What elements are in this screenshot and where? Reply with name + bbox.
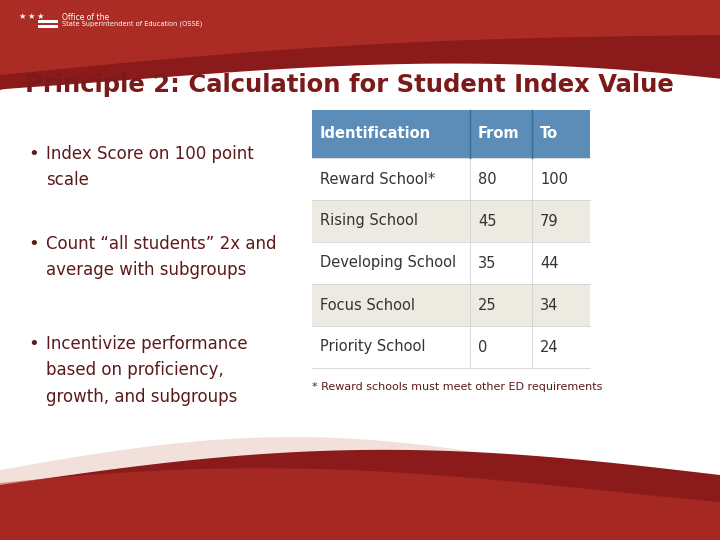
Text: ★: ★ — [18, 11, 26, 21]
Bar — [38, 19, 58, 23]
Text: Reward School*: Reward School* — [320, 172, 436, 186]
Text: From: From — [478, 126, 520, 141]
Text: •: • — [28, 335, 39, 353]
Text: Developing School: Developing School — [320, 255, 456, 271]
Polygon shape — [0, 0, 720, 90]
Polygon shape — [0, 0, 720, 60]
Text: Principle 2: Calculation for Student Index Value: Principle 2: Calculation for Student Ind… — [25, 73, 674, 97]
Text: 44: 44 — [540, 255, 559, 271]
Text: 79: 79 — [540, 213, 559, 228]
Text: 0: 0 — [478, 340, 487, 354]
Text: Count “all students” 2x and
average with subgroups: Count “all students” 2x and average with… — [46, 235, 276, 279]
Text: 80: 80 — [478, 172, 497, 186]
Text: Incentivize performance
based on proficiency,
growth, and subgroups: Incentivize performance based on profici… — [46, 335, 248, 406]
Text: 24: 24 — [540, 340, 559, 354]
Bar — [312, 200, 590, 242]
Text: Identification: Identification — [320, 126, 431, 141]
Polygon shape — [0, 437, 720, 540]
Text: To: To — [540, 126, 558, 141]
Text: Rising School: Rising School — [320, 213, 418, 228]
Text: •: • — [28, 145, 39, 163]
Text: 25: 25 — [478, 298, 497, 313]
Text: Priority School: Priority School — [320, 340, 426, 354]
Polygon shape — [0, 0, 720, 75]
Bar — [312, 326, 590, 368]
Text: Index Score on 100 point
scale: Index Score on 100 point scale — [46, 145, 253, 190]
Bar — [38, 24, 58, 28]
Text: ★: ★ — [27, 11, 35, 21]
Text: 35: 35 — [478, 255, 496, 271]
Text: ★: ★ — [36, 11, 44, 21]
Bar — [312, 110, 590, 158]
Text: Office of the: Office of the — [62, 12, 109, 22]
Text: * Reward schools must meet other ED requirements: * Reward schools must meet other ED requ… — [312, 382, 603, 392]
Text: 34: 34 — [540, 298, 559, 313]
Text: State Superintendent of Education (OSSE): State Superintendent of Education (OSSE) — [62, 21, 202, 27]
Text: 100: 100 — [540, 172, 568, 186]
Bar — [312, 284, 590, 326]
Text: •: • — [28, 235, 39, 253]
Text: Focus School: Focus School — [320, 298, 415, 313]
Polygon shape — [0, 450, 720, 540]
Bar — [312, 158, 590, 200]
Polygon shape — [0, 468, 720, 540]
Bar — [312, 242, 590, 284]
Text: 45: 45 — [478, 213, 497, 228]
